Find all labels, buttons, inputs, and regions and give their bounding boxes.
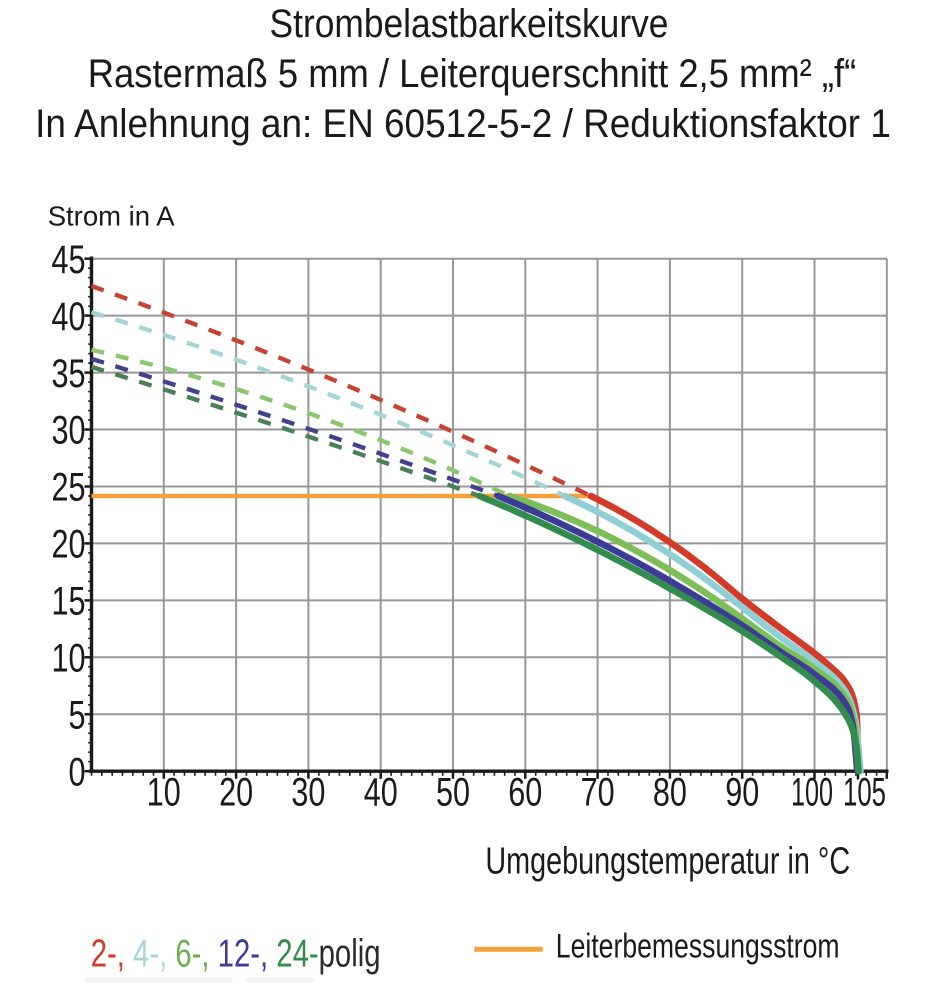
svg-text:Umgebungstemperatur in °C: Umgebungstemperatur in °C: [485, 840, 850, 883]
svg-text:50: 50: [436, 770, 470, 815]
svg-text:45: 45: [51, 237, 85, 282]
svg-text:Rastermaß 5 mm / Leiterquersch: Rastermaß 5 mm / Leiterquerschnitt 2,5 m…: [88, 51, 856, 96]
svg-text:0: 0: [68, 749, 85, 794]
svg-text:80: 80: [653, 770, 687, 815]
svg-text:90: 90: [725, 770, 759, 815]
svg-text:40: 40: [364, 770, 398, 815]
svg-text:15: 15: [51, 579, 85, 624]
svg-text:60: 60: [508, 770, 542, 815]
svg-text:105: 105: [843, 771, 886, 815]
svg-text:20: 20: [219, 770, 253, 815]
svg-text:2-, 4-, 6-, 12-, 24-polig: 2-, 4-, 6-, 12-, 24-polig: [91, 933, 381, 976]
svg-text:70: 70: [581, 770, 615, 815]
svg-text:Strom in A: Strom in A: [48, 200, 176, 231]
svg-text:Strombelastbarkeitskurve: Strombelastbarkeitskurve: [270, 1, 669, 46]
svg-text:30: 30: [51, 408, 85, 453]
svg-text:10: 10: [147, 770, 181, 815]
svg-text:100: 100: [791, 771, 833, 815]
svg-text:In Anlehnung an: EN 60512-5-2: In Anlehnung an: EN 60512-5-2 / Reduktio…: [35, 102, 891, 147]
svg-text:25: 25: [51, 465, 85, 510]
svg-text:35: 35: [51, 351, 85, 396]
svg-text:30: 30: [291, 770, 325, 815]
svg-text:20: 20: [51, 522, 85, 567]
svg-text:40: 40: [51, 294, 85, 339]
svg-text:5: 5: [68, 693, 85, 738]
svg-text:10: 10: [51, 636, 85, 681]
svg-text:Leiterbemessungsstrom: Leiterbemessungsstrom: [556, 926, 840, 965]
